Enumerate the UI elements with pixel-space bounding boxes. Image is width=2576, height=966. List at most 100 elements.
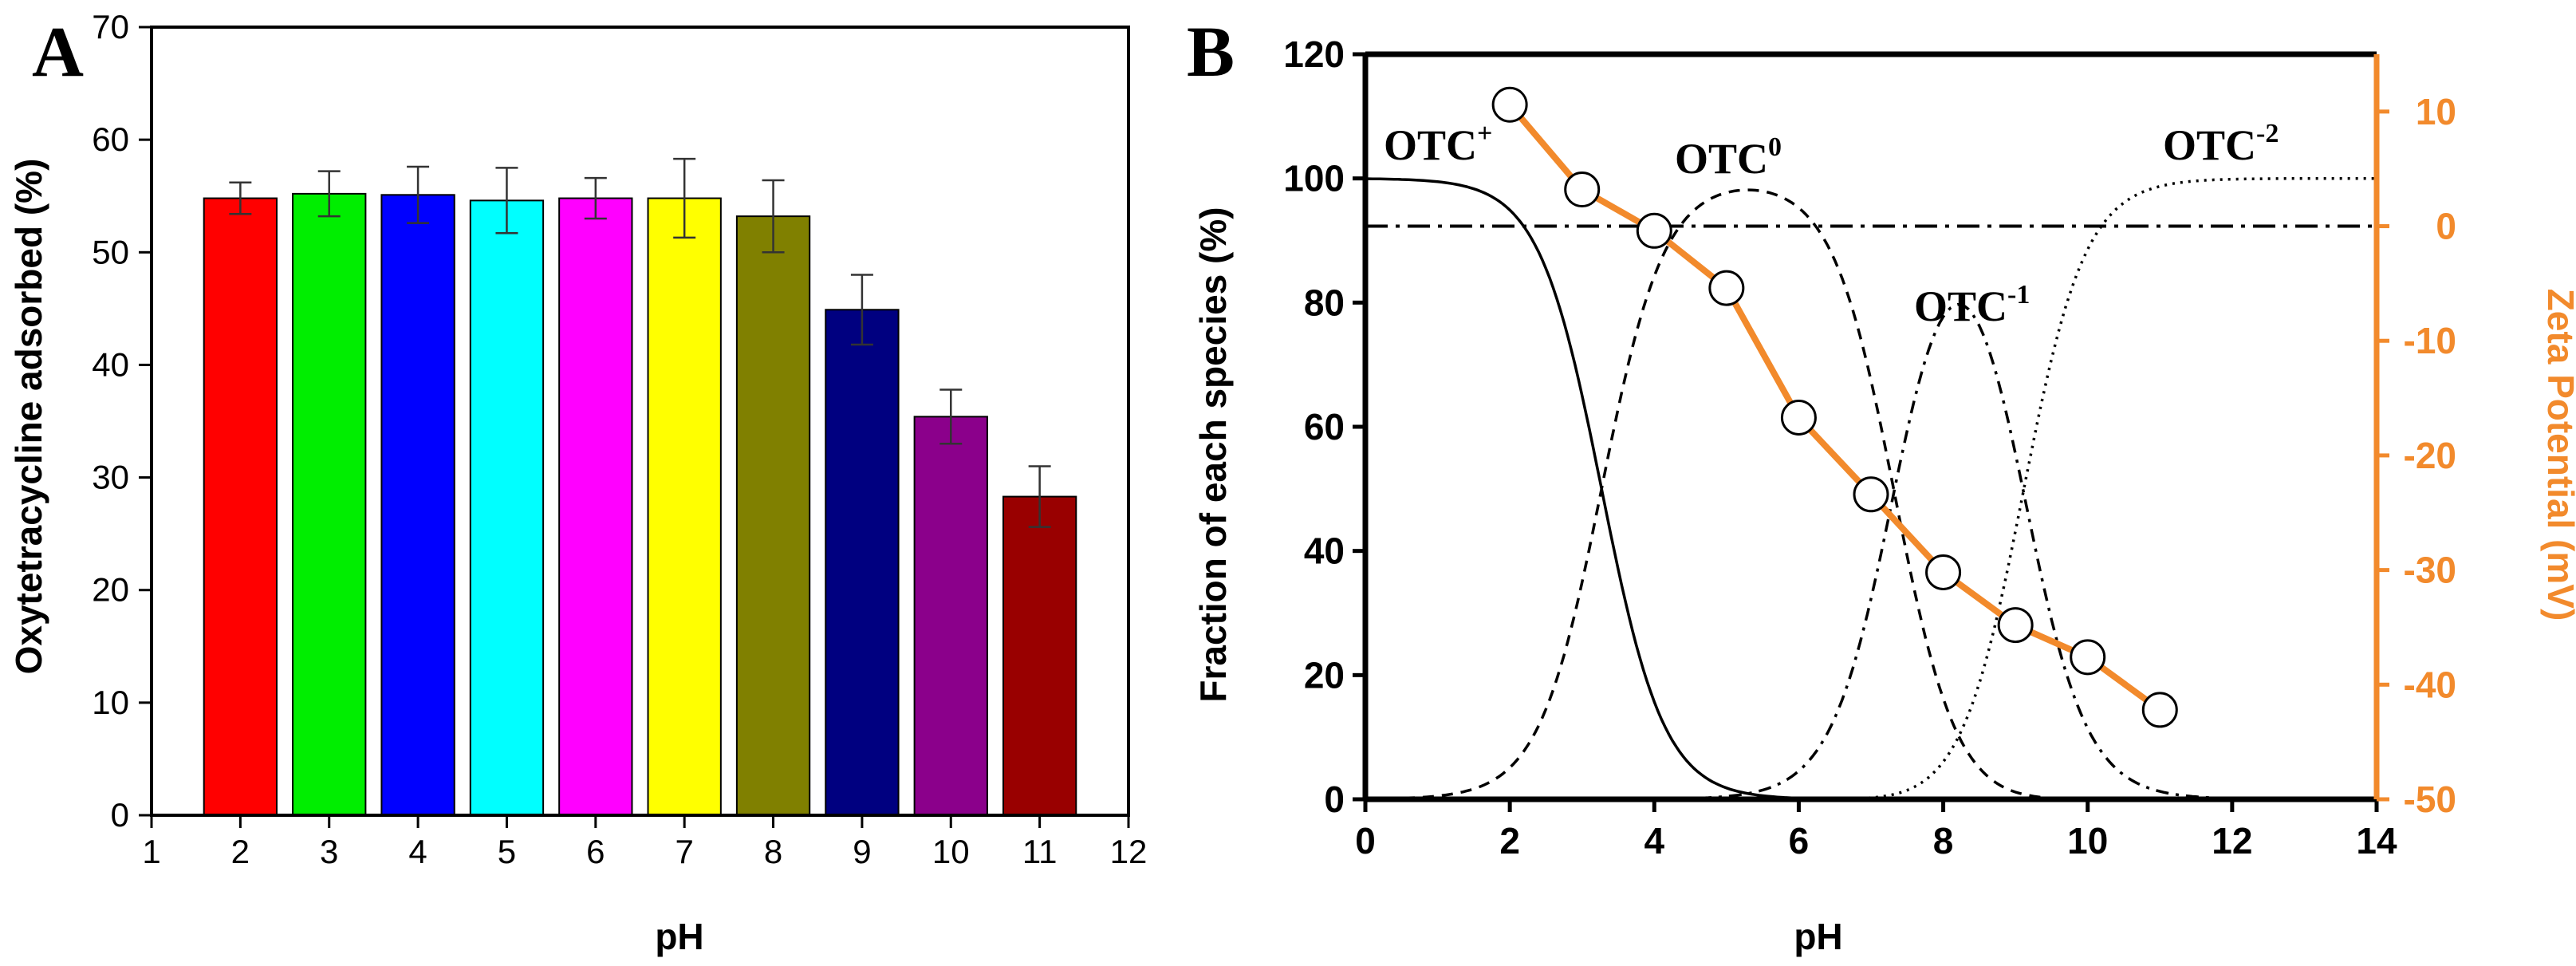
x-tick-label: 0 xyxy=(1355,820,1376,862)
x-tick-label: 7 xyxy=(676,833,694,870)
y-left-tick-label: 80 xyxy=(1304,282,1345,323)
bar-ph-8 xyxy=(735,215,811,816)
y-left-tick-label: 60 xyxy=(1304,406,1345,448)
x-tick-label: 6 xyxy=(586,833,605,870)
y-right-tick-label: -30 xyxy=(2404,550,2456,591)
x-tick-label: 10 xyxy=(2067,820,2108,862)
bar-ph-9 xyxy=(825,309,900,817)
y-tick-label: 20 xyxy=(92,571,129,609)
zeta-point-ph-2 xyxy=(1491,86,1528,123)
y-tick-label: 10 xyxy=(92,684,129,721)
y-tick-label: 40 xyxy=(92,345,129,383)
y-tick-label: 60 xyxy=(92,120,129,158)
x-tick-label: 2 xyxy=(231,833,250,870)
zeta-point-ph-5 xyxy=(1708,270,1745,306)
axes-frame xyxy=(150,26,1130,817)
zeta-point-ph-9 xyxy=(1997,607,2034,644)
species-curve-dashdot xyxy=(1365,302,2377,801)
y-left-tick-label: 100 xyxy=(1283,158,1345,199)
error-bar-ph-11 xyxy=(1028,465,1051,528)
y-left-tick-label: 40 xyxy=(1304,530,1345,572)
x-tick-label: 1 xyxy=(142,833,160,870)
bar-ph-11 xyxy=(1002,495,1077,817)
bar-ph-3 xyxy=(292,192,367,817)
y-axis-title: Oxytetracycline adsorbed (%) xyxy=(8,159,49,675)
bar-ph-6 xyxy=(558,197,633,816)
species-label-otc-minus1: OTC-1 xyxy=(1914,280,2030,330)
plot-frame xyxy=(150,26,1130,817)
x-tick-label: 8 xyxy=(764,833,782,870)
error-bar-ph-4 xyxy=(407,165,430,224)
x-tick-label: 14 xyxy=(2356,820,2397,862)
zeta-point-ph-3 xyxy=(1564,172,1601,208)
zeta-point-ph-6 xyxy=(1780,400,1817,436)
species-superscript: 0 xyxy=(1768,132,1782,162)
y-right-tick-label: 0 xyxy=(2436,206,2456,247)
bar-ph-2 xyxy=(203,197,278,816)
y-axis-right-title: Zeta Potential (mV) xyxy=(2540,289,2576,621)
bar-ph-7 xyxy=(647,197,722,816)
y-right-tick-label: -20 xyxy=(2404,435,2456,476)
x-tick-label: 12 xyxy=(1110,833,1148,870)
x-tick-label: 6 xyxy=(1789,820,1810,862)
zeta-point-ph-4 xyxy=(1636,212,1672,249)
x-tick-label: 3 xyxy=(320,833,338,870)
zeta-line xyxy=(1507,102,2162,713)
panel-letter-b: B xyxy=(1187,13,1235,92)
species-label-otc-0: OTC0 xyxy=(1675,132,1782,183)
x-tick-label: 5 xyxy=(498,833,516,870)
x-axis-title: pH xyxy=(1794,916,1842,957)
error-bar-ph-9 xyxy=(850,274,873,346)
x-tick-label: 12 xyxy=(2212,820,2252,862)
error-bar-ph-5 xyxy=(495,167,518,235)
species-base-text: OTC xyxy=(2163,121,2256,169)
x-tick-label: 4 xyxy=(408,833,427,870)
bar-series xyxy=(203,157,1077,817)
y-left-tick-label: 20 xyxy=(1304,654,1345,696)
x-tick-label: 9 xyxy=(853,833,871,870)
species-superscript: -1 xyxy=(2007,280,2030,310)
x-tick-label: 2 xyxy=(1499,820,1520,862)
x-tick-label: 4 xyxy=(1644,820,1664,862)
error-bar-ph-2 xyxy=(229,181,252,215)
x-tick-label: 8 xyxy=(1933,820,1954,862)
panel-letter-a: A xyxy=(32,13,84,92)
error-bar-ph-6 xyxy=(584,176,607,220)
zeta-potential-series xyxy=(1491,86,2178,728)
error-bar-ph-10 xyxy=(939,388,963,445)
error-bar-ph-8 xyxy=(762,179,785,254)
species-base-text: OTC xyxy=(1914,282,2007,330)
species-superscript: + xyxy=(1477,119,1492,148)
error-bar-ph-3 xyxy=(317,170,341,218)
y-right-tick-label: -40 xyxy=(2404,664,2456,705)
y-right-tick-label: -10 xyxy=(2404,320,2456,361)
species-base-text: OTC xyxy=(1675,135,1768,183)
y-tick-label: 70 xyxy=(92,8,129,45)
zeta-point-ph-7 xyxy=(1853,476,1889,513)
species-label-otc-minus2: OTC-2 xyxy=(2163,119,2279,169)
error-bar-ph-7 xyxy=(673,157,696,239)
y-left-tick-label: 120 xyxy=(1283,34,1345,75)
panel-b-speciation-chart: B 0 2 4 6 8 10 12 14020406080100120-50-40-30-20… xyxy=(1187,13,2576,957)
y-right-tick-label: -50 xyxy=(2404,779,2456,820)
species-base-text: OTC xyxy=(1384,121,1477,169)
x-tick-label: 10 xyxy=(932,833,970,870)
y-axis-left-title: Fraction of each species (%) xyxy=(1192,207,1234,702)
axis-ticks: 0 2 4 6 8 10 12 14020406080100120-50-40-30-20-1… xyxy=(1283,34,2456,862)
y-tick-label: 0 xyxy=(111,796,129,834)
zeta-point-ph-8 xyxy=(1925,554,1962,590)
bar-ph-10 xyxy=(913,416,988,817)
y-right-tick-label: 10 xyxy=(2416,91,2456,132)
species-label-otc-plus: OTC+ xyxy=(1384,119,1492,169)
x-tick-label: 11 xyxy=(1022,833,1058,870)
y-tick-label: 50 xyxy=(92,233,129,270)
zeta-point-ph-10 xyxy=(2070,639,2106,676)
y-tick-label: 30 xyxy=(92,459,129,496)
y-left-tick-label: 0 xyxy=(1324,779,1345,820)
bar-ph-5 xyxy=(469,199,545,817)
species-superscript: -2 xyxy=(2256,119,2279,148)
bar-ph-4 xyxy=(380,194,455,816)
